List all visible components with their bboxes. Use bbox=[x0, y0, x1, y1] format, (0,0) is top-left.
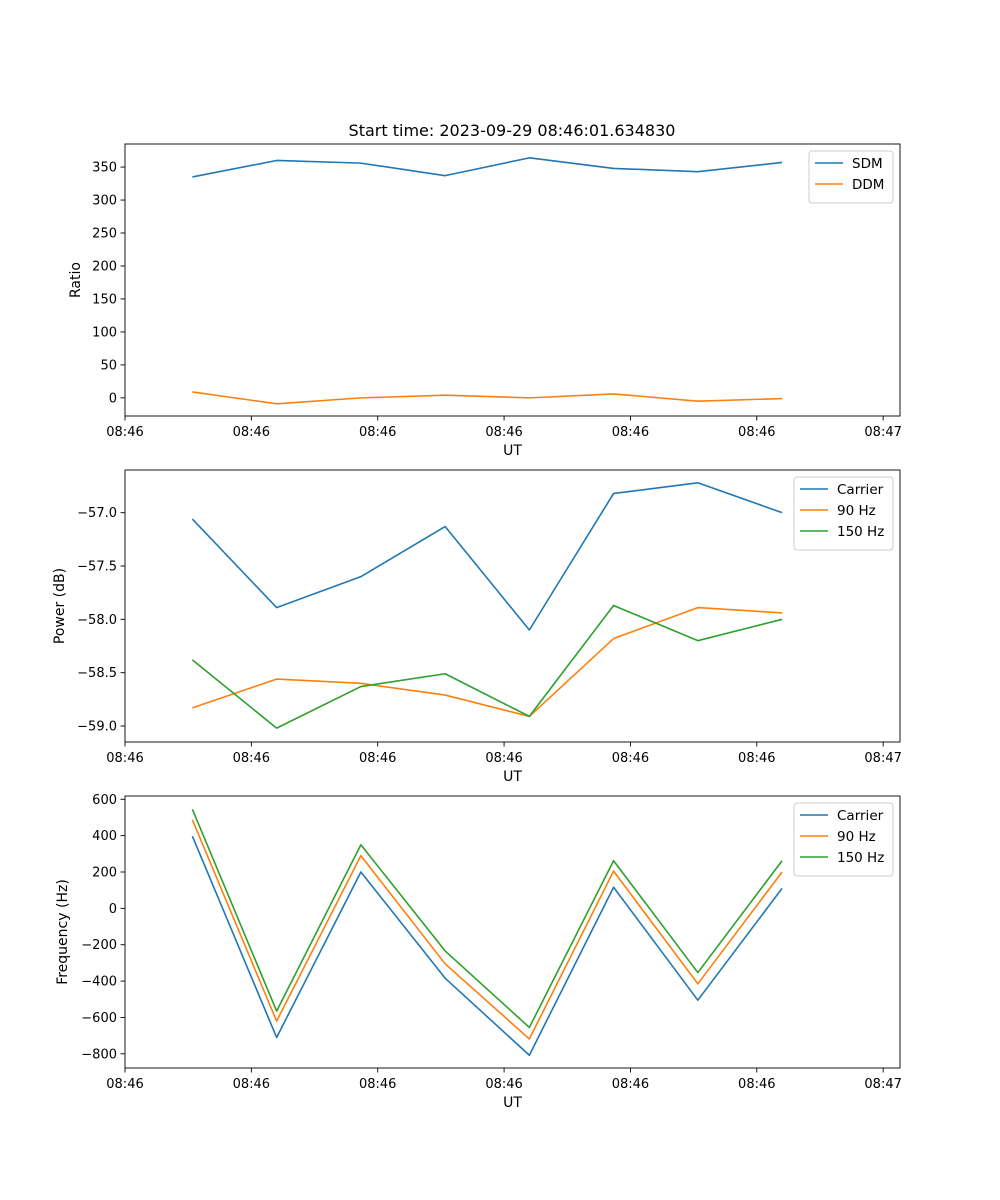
x-tick-label: 08:46 bbox=[612, 751, 649, 766]
frequency-chart: 08:46 08:46 08:46 08:46 08:46 08:46 08:47 600 40… bbox=[55, 793, 902, 1111]
x-tick-label: 08:46 bbox=[233, 425, 270, 440]
legend: Carrier 90 Hz 150 Hz bbox=[793, 802, 894, 877]
x-tick-label: 08:46 bbox=[738, 425, 775, 440]
y-tick-label: 200 bbox=[92, 866, 117, 881]
series-line-150hz bbox=[191, 604, 783, 729]
series-line-sdm bbox=[192, 157, 783, 178]
x-tick-label: 08:47 bbox=[864, 1077, 901, 1092]
legend-label-90hz: 90 Hz bbox=[837, 503, 876, 519]
y-tick-label: −400 bbox=[81, 975, 117, 990]
legend-box bbox=[808, 150, 894, 204]
y-tick-label: 300 bbox=[92, 194, 117, 209]
x-tick-label: 08:46 bbox=[612, 1077, 649, 1092]
y-tick-label: 200 bbox=[92, 259, 117, 274]
y-tick-label: −59.0 bbox=[77, 720, 117, 735]
legend: Carrier 90 Hz 150 Hz bbox=[793, 476, 894, 551]
x-tick-label: 08:46 bbox=[485, 425, 522, 440]
y-tick-label: 600 bbox=[92, 793, 117, 808]
y-tick-label: 0 bbox=[109, 391, 117, 406]
y-tick-label: −58.5 bbox=[77, 666, 117, 681]
series-line-90hz bbox=[192, 606, 783, 718]
y-tick-label: 100 bbox=[92, 325, 117, 340]
ratio-chart: 08:46 08:46 08:46 08:46 08:46 08:46 08:47 0 50 10… bbox=[68, 143, 902, 459]
chart-title: Start time: 2023-09-29 08:46:01.634830 bbox=[349, 121, 676, 140]
y-tick-label: −800 bbox=[81, 1047, 117, 1062]
x-tick-label: 08:46 bbox=[485, 751, 522, 766]
y-tick-label: −58.0 bbox=[77, 613, 117, 628]
x-tick-label: 08:46 bbox=[359, 425, 396, 440]
legend-label-carrier: Carrier bbox=[837, 482, 884, 498]
legend-label-150hz: 150 Hz bbox=[837, 850, 884, 866]
legend: SDM DDM bbox=[808, 150, 894, 204]
x-tick-label: 08:46 bbox=[612, 425, 649, 440]
axes-frame bbox=[124, 143, 901, 417]
x-tick-label: 08:47 bbox=[864, 751, 901, 766]
x-tick-label: 08:46 bbox=[359, 751, 396, 766]
series-line-carrier bbox=[191, 481, 783, 631]
x-tick-label: 08:46 bbox=[106, 751, 143, 766]
y-axis-label: Ratio bbox=[68, 262, 84, 298]
x-tick-label: 08:46 bbox=[106, 1077, 143, 1092]
y-tick-label: 250 bbox=[92, 227, 117, 242]
y-tick-label: 50 bbox=[100, 358, 117, 373]
y-tick-label: 350 bbox=[92, 161, 117, 176]
y-axis-label: Frequency (Hz) bbox=[55, 879, 71, 985]
y-tick-label: −600 bbox=[81, 1011, 117, 1026]
series-line-150hz bbox=[191, 808, 783, 1029]
legend-label-carrier: Carrier bbox=[837, 808, 884, 824]
y-tick-label: −57.0 bbox=[77, 506, 117, 521]
y-tick-label: 400 bbox=[92, 829, 117, 844]
y-tick-label: 0 bbox=[109, 902, 117, 917]
x-axis-label: UT bbox=[503, 769, 522, 785]
x-tick-label: 08:47 bbox=[864, 425, 901, 440]
x-tick-label: 08:46 bbox=[233, 751, 270, 766]
series-line-carrier bbox=[191, 835, 783, 1057]
y-tick-label: 150 bbox=[92, 292, 117, 307]
legend-label-90hz: 90 Hz bbox=[837, 829, 876, 845]
legend-label-ddm: DDM bbox=[852, 177, 884, 193]
y-tick-label: −200 bbox=[81, 938, 117, 953]
axes-frame bbox=[124, 795, 901, 1069]
x-tick-label: 08:46 bbox=[359, 1077, 396, 1092]
y-axis-label: Power (dB) bbox=[52, 568, 68, 644]
power-chart: 08:46 08:46 08:46 08:46 08:46 08:46 08:47 −57.0… bbox=[52, 469, 902, 785]
axes-frame bbox=[124, 469, 901, 743]
x-axis-label: UT bbox=[503, 443, 522, 459]
x-tick-label: 08:46 bbox=[106, 425, 143, 440]
legend-label-150hz: 150 Hz bbox=[837, 524, 884, 540]
series-line-90hz bbox=[191, 819, 783, 1040]
x-tick-label: 08:46 bbox=[738, 1077, 775, 1092]
x-tick-label: 08:46 bbox=[233, 1077, 270, 1092]
legend-label-sdm: SDM bbox=[852, 156, 883, 172]
series-line-ddm bbox=[192, 391, 783, 405]
y-tick-label: −57.5 bbox=[77, 560, 117, 575]
x-tick-label: 08:46 bbox=[738, 751, 775, 766]
x-tick-label: 08:46 bbox=[485, 1077, 522, 1092]
x-axis-label: UT bbox=[503, 1095, 522, 1111]
